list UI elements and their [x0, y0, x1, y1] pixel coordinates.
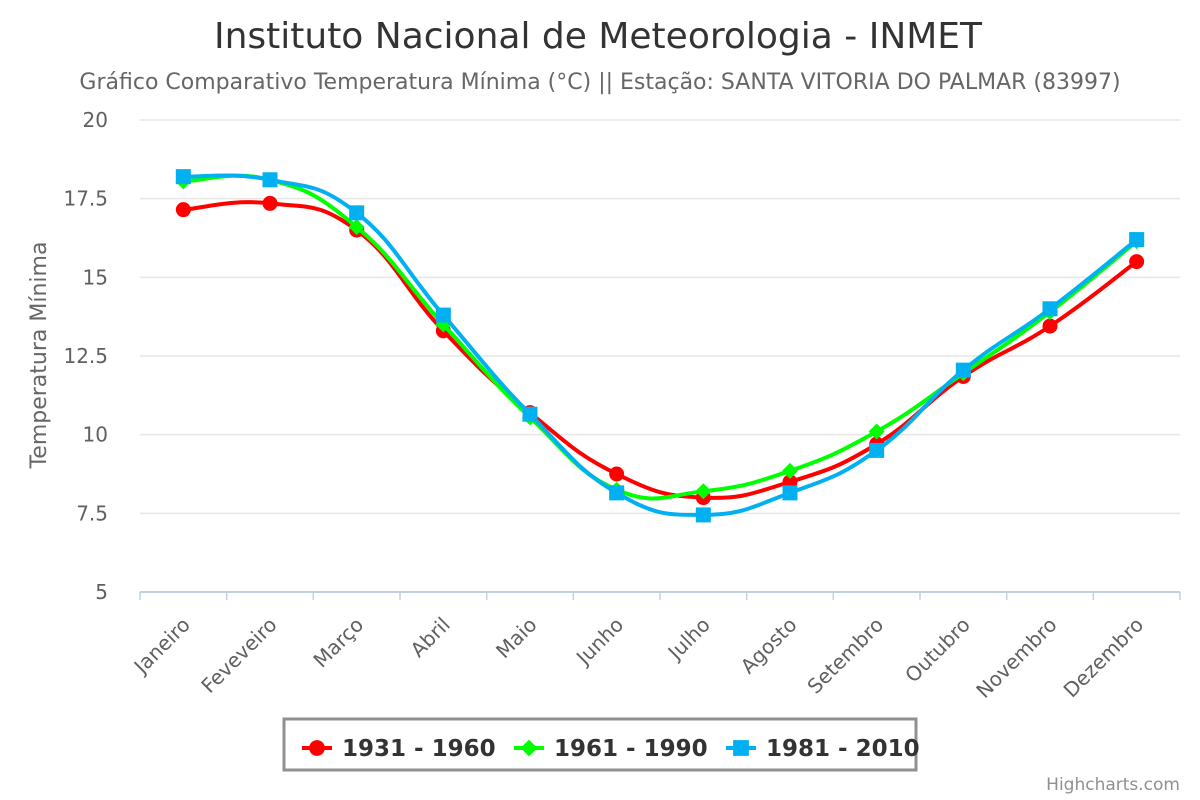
data-point[interactable]	[435, 307, 451, 323]
legend-label: 1931 - 1960	[342, 736, 496, 762]
y-tick-label: 17.5	[63, 187, 108, 211]
data-point[interactable]	[609, 466, 625, 482]
y-tick-label: 15	[83, 265, 108, 289]
y-axis-title: Temperatura Mínima	[27, 242, 52, 470]
data-point[interactable]	[1042, 318, 1058, 334]
data-point[interactable]	[262, 172, 278, 188]
series-line	[181, 173, 1139, 501]
legend-item[interactable]: 1931 - 1960	[302, 736, 496, 762]
y-tick-label: 20	[83, 108, 108, 132]
data-point[interactable]	[695, 507, 711, 523]
data-point[interactable]	[262, 195, 278, 211]
credits-link[interactable]: Highcharts.com	[1046, 775, 1180, 795]
y-tick-label: 7.5	[76, 501, 108, 525]
legend-item[interactable]: 1981 - 2010	[726, 736, 920, 762]
y-tick-label: 5	[95, 580, 108, 604]
legend-marker	[309, 740, 325, 756]
legend-label: 1961 - 1990	[554, 736, 708, 762]
data-point[interactable]	[175, 202, 191, 218]
chart-title: Instituto Nacional de Meteorologia - INM…	[214, 16, 983, 57]
legend: 1931 - 1960 1961 - 1990 1981 - 2010	[282, 717, 920, 772]
data-point[interactable]	[955, 362, 971, 378]
data-point[interactable]	[522, 406, 538, 422]
y-tick-label: 10	[83, 423, 108, 447]
series-group	[175, 169, 1145, 523]
data-point[interactable]	[1129, 254, 1145, 270]
chart-subtitle: Gráfico Comparativo Temperatura Mínima (…	[79, 70, 1120, 95]
data-point[interactable]	[349, 205, 365, 221]
data-point[interactable]	[175, 169, 191, 185]
data-point[interactable]	[609, 485, 625, 501]
data-point[interactable]	[695, 483, 712, 500]
data-point[interactable]	[782, 462, 798, 479]
legend-item[interactable]: 1961 - 1990	[514, 736, 708, 762]
data-point[interactable]	[1042, 301, 1058, 317]
data-point[interactable]	[868, 423, 885, 440]
y-axis-ticks: 5 7.5 10 12.5 15 17.5 20	[63, 108, 108, 604]
legend-marker	[733, 740, 749, 756]
data-point[interactable]	[782, 485, 798, 501]
data-point[interactable]	[869, 442, 885, 458]
data-point[interactable]	[1129, 232, 1145, 248]
data-point[interactable]	[348, 218, 365, 235]
series-1981-2010	[175, 169, 1145, 523]
legend-box	[282, 717, 918, 772]
y-tick-label: 12.5	[63, 344, 108, 368]
legend-label: 1981 - 2010	[766, 736, 920, 762]
legend-marker	[520, 739, 538, 757]
